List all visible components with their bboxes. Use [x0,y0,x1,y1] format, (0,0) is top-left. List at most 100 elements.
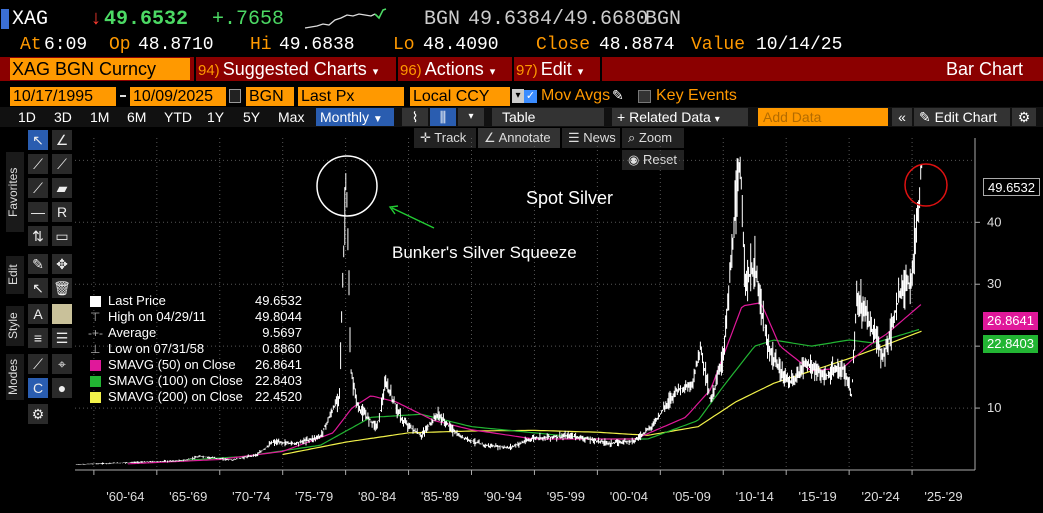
currency-select[interactable]: Local CCY [410,87,510,106]
quote-header: XAG ↓ 49.6532 +.7658 BGN 49.6384/49.6680… [0,4,1043,32]
fibonacci-icon[interactable]: ⇅ [28,226,48,246]
gear-icon[interactable]: ⚙ [1012,108,1036,126]
chart-style-dropdown-icon[interactable]: ▾ [458,108,484,126]
calendar-icon[interactable] [229,89,241,103]
font-icon[interactable]: A [28,304,48,324]
snap-icon[interactable]: ⌖ [52,354,72,374]
period-6m[interactable]: 6M [127,109,147,125]
last-price-tag: 49.6532 [983,178,1040,196]
price-chart[interactable]: 10203040 '60-'64'65-'69'70-'74'75-'79'80… [0,128,1043,513]
highlight-circle-2025 [904,163,948,207]
suggested-charts-menu[interactable]: 94) Suggested Charts ▾ [198,58,378,80]
line-chart-icon[interactable]: ⌇ [402,108,428,126]
ray-line-icon[interactable]: ⟋ [52,154,72,174]
legend-row-last-price[interactable]: Last Price 49.6532 [82,293,302,309]
period-1y[interactable]: 1Y [207,109,225,125]
zoom-label: Zoom [638,130,673,145]
segment-icon[interactable]: ⟋ [28,178,48,198]
period-ytd[interactable]: YTD [164,109,192,125]
magnet-icon[interactable]: C [28,378,48,398]
rectangle-icon[interactable]: ▭ [52,226,72,246]
legend-swatch [90,360,101,371]
squeeze-annotation: Bunker's Silver Squeeze [392,243,577,262]
edit-chart-button[interactable]: ✎ Edit Chart [914,108,1010,126]
color-palette-icon[interactable]: ● [52,378,72,398]
pencil-icon[interactable]: ✎ [612,87,624,103]
low-value: 48.4090 [423,35,499,55]
retracement-icon[interactable]: R [52,202,72,222]
sma50-line [127,302,922,465]
channel-icon[interactable]: ▰ [52,178,72,198]
cursor-icon[interactable]: ↖ [28,130,48,150]
legend-row-sma50[interactable]: SMAVG (50) on Close 26.8641 [82,357,302,373]
draw-mode-icon[interactable]: ⟋ [28,354,48,374]
settings-gear-icon[interactable]: ⚙ [28,404,48,424]
y-tick-label: 30 [987,276,1001,291]
mov-avgs-checkbox[interactable]: ✓ [524,90,537,103]
legend-value: 0.8860 [262,341,302,356]
move-icon[interactable]: ✥ [52,254,72,274]
dropdown-arrow-icon: ▾ [577,66,584,78]
track-tool[interactable]: ✛ Track [414,128,476,148]
key-events-checkbox[interactable] [638,90,651,103]
style-tab[interactable]: Style [6,306,24,346]
period-max[interactable]: Max [278,109,305,125]
low-label: Lo [393,35,415,55]
favorites-tab[interactable]: Favorites [6,152,24,232]
close-label: Close [536,35,591,55]
annotate-tool[interactable]: ∠ Annotate [478,128,560,148]
y-tick-label: 40 [987,214,1001,229]
end-date-input[interactable]: 10/09/2025 [130,87,226,106]
period-1d[interactable]: 1D [18,109,36,125]
trend-line-icon[interactable]: ⟋ [28,154,48,174]
frequency-select[interactable]: Monthly ▼ [316,108,394,126]
edit-pen-icon[interactable]: ✎ [28,254,48,274]
security-field[interactable]: XAG BGN Curncy [10,58,190,80]
news-tool[interactable]: ☰ News [562,128,620,148]
color-swatch-icon[interactable] [52,304,72,324]
bar-chart-icon[interactable]: ⫼ [430,108,456,126]
last-price: 49.6532 [104,8,189,31]
line-width-icon[interactable]: ≡ [28,328,48,348]
chart-type-label[interactable]: Bar Chart [945,59,1023,79]
divider [512,57,514,81]
magnifier-icon: ⌕ [628,130,639,145]
period-1m[interactable]: 1M [90,109,110,125]
source-right: BGN [645,8,682,31]
period-3d[interactable]: 3D [54,109,72,125]
crosshair-icon: ✛ [420,130,435,145]
x-tick-label: '00-'04 [610,489,648,504]
collapse-icon[interactable]: « [892,108,912,126]
edit-tab[interactable]: Edit [6,256,24,294]
legend-row-sma100[interactable]: SMAVG (100) on Close 22.8403 [82,373,302,389]
table-button[interactable]: Table [492,108,604,126]
horizontal-line-icon[interactable]: — [28,202,48,222]
period-5y[interactable]: 5Y [243,109,261,125]
related-data-menu[interactable]: + Related Data ▾ [612,108,748,126]
date-settings-row: 10/17/1995 10/09/2025 BGN Last Px Local … [0,87,1043,107]
x-tick-label: '05-'09 [673,489,711,504]
divider [600,57,602,81]
annotate-label: Annotate [498,130,551,145]
ticker[interactable]: XAG [12,8,49,31]
add-data-input[interactable]: Add Data [758,108,888,126]
line-style-icon[interactable]: ☰ [52,328,72,348]
select-icon[interactable]: ↖ [28,278,48,298]
reset-button[interactable]: ◉ Reset [622,150,684,170]
ohlc-row: At 6:09 Op 48.8710 Hi 49.6838 Lo 48.4090… [0,34,1043,56]
frequency-label: Monthly [320,109,370,125]
trash-icon[interactable]: 🗑 [52,278,72,298]
zoom-tool[interactable]: ⌕ Zoom [622,128,684,148]
source-input[interactable]: BGN [246,87,294,106]
pen-icon[interactable]: ∠ [52,130,72,150]
currency-dropdown-icon[interactable]: ▾ [512,89,524,103]
annotate-icon: ∠ [484,130,499,145]
actions-menu[interactable]: 96) Actions ▾ [400,58,495,80]
field-input[interactable]: Last Px [298,87,404,106]
value-label: Value [691,35,746,55]
modes-tab[interactable]: Modes [6,354,24,400]
start-date-input[interactable]: 10/17/1995 [10,87,116,106]
legend-row-sma200[interactable]: SMAVG (200) on Close 22.4520 [82,389,302,405]
pencil-icon: ✎ [919,109,935,125]
edit-menu[interactable]: 97) Edit ▾ [516,58,583,80]
